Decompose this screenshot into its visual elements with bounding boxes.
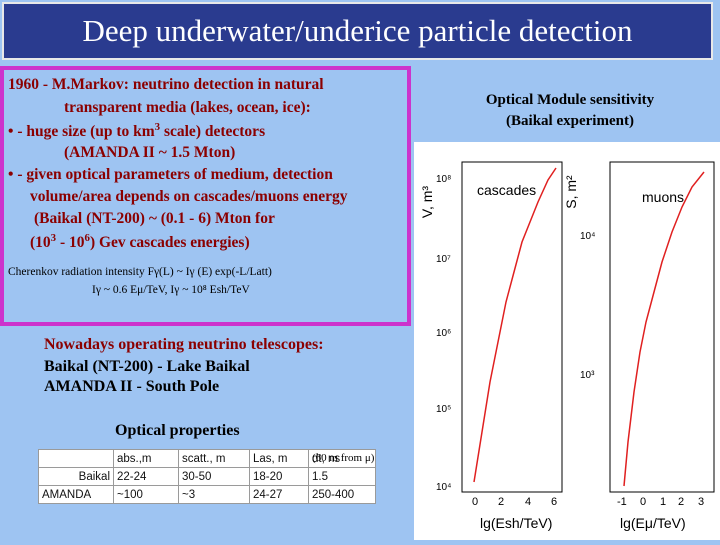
muons-xtick: 2 <box>678 496 684 508</box>
muons-ylabel: S, m² <box>563 175 579 209</box>
cascades-ytick: 10⁴ <box>436 482 451 493</box>
muons-ytick: 10³ <box>580 370 595 381</box>
intro-line-2: transparent media (lakes, ocean, ice): <box>64 99 311 116</box>
cascades-curve <box>473 167 557 483</box>
table-header-cell <box>38 449 114 468</box>
table-cell: 24-27 <box>249 485 309 504</box>
intro-line-8: (103 - 106) Gev cascades energies) <box>30 232 250 252</box>
cascades-plot-frame <box>461 161 563 493</box>
muons-plot-frame <box>609 161 715 493</box>
intro-box: 1960 - M.Markov: neutrino detection in n… <box>0 66 411 326</box>
formula-cherenkov: Cherenkov radiation intensity Fγ(L) ~ Iγ… <box>8 266 272 278</box>
operating-list: Baikal (NT-200) - Lake Baikal AMANDA II … <box>44 357 250 397</box>
cascades-xlabel: lg(Esh/TeV) <box>480 515 552 531</box>
table-header-cell: scatt., m <box>178 449 250 468</box>
muons-ytick: 10⁴ <box>580 231 595 242</box>
muons-xtick: 3 <box>698 496 704 508</box>
muons-xtick: -1 <box>617 496 627 508</box>
cascades-xtick: 4 <box>525 496 531 508</box>
optical-properties-label: Optical properties <box>115 422 240 439</box>
cascades-ytick: 10⁶ <box>436 328 451 339</box>
table-cell: 18-20 <box>249 467 309 486</box>
table-cell: 22-24 <box>113 467 179 486</box>
sensitivity-plots: V, m³ cascades 10⁸ 10⁷ 10⁶ 10⁵ 10⁴ 0 2 4… <box>414 142 720 540</box>
plot-caption: Optical Module sensitivity (Baikal exper… <box>420 90 720 132</box>
optical-note: (60 m from μ) <box>312 452 375 464</box>
intro-line-8-a: (10 <box>30 234 51 252</box>
table-cell: ~3 <box>178 485 250 504</box>
cascades-ytick: 10⁵ <box>436 404 451 415</box>
muons-curve <box>623 171 705 487</box>
intro-line-3-post: scale) detectors <box>160 123 266 141</box>
intro-line-8-e: ) Gev cascades energies) <box>89 234 250 252</box>
table-header-cell: Las, m <box>249 449 309 468</box>
bullet-icon: • <box>8 166 14 183</box>
table-cell: Baikal <box>38 467 114 486</box>
cascades-legend: cascades <box>477 182 536 198</box>
operating-heading: Nowadays operating neutrino telescopes: <box>44 336 324 353</box>
page-title-text: Deep underwater/underice particle detect… <box>82 13 633 48</box>
intro-line-3-text: - huge size (up to km <box>17 123 155 141</box>
intro-line-5-text: - given optical parameters of medium, de… <box>17 166 333 183</box>
intro-line-5: • - given optical parameters of medium, … <box>8 166 333 184</box>
plot-caption-line-1: Optical Module sensitivity <box>485 92 655 108</box>
cascades-xtick: 0 <box>472 496 478 508</box>
cascades-ylabel: V, m³ <box>419 186 435 218</box>
muons-legend: muons <box>642 189 684 205</box>
intro-line-8-d: 6 <box>84 232 90 244</box>
cascades-ytick: 10⁷ <box>436 254 451 265</box>
table-row: Baikal 22-24 30-50 18-20 1.5 <box>38 467 376 486</box>
intro-line-7: (Baikal (NT-200) ~ (0.1 - 6) Mton for <box>34 210 275 227</box>
muons-xtick: 1 <box>660 496 666 508</box>
table-cell: 30-50 <box>178 467 250 486</box>
table-row: AMANDA ~100 ~3 24-27 250-400 <box>38 485 376 504</box>
table-cell: ~100 <box>113 485 179 504</box>
cascades-ytick: 10⁸ <box>436 174 451 185</box>
page-title: Deep underwater/underice particle detect… <box>2 2 713 60</box>
intro-line-3: • - huge size (up to km3 scale) detector… <box>8 121 265 141</box>
cascades-xtick: 6 <box>551 496 557 508</box>
optical-properties-table: abs.,m scatt., m Las, m dt, ns Baikal 22… <box>38 449 376 504</box>
table-cell: 250-400 <box>308 485 376 504</box>
intro-line-8-b: 3 <box>50 232 57 244</box>
operating-item-amanda: AMANDA II - South Pole <box>44 378 220 395</box>
intro-line-1: 1960 - M.Markov: neutrino detection in n… <box>8 76 324 93</box>
operating-item-baikal: Baikal (NT-200) - Lake Baikal <box>44 358 250 375</box>
intro-line-4: (AMANDA II ~ 1.5 Mton) <box>64 144 236 161</box>
formula-intensity: Iγ ~ 0.6 Eμ/TeV, Iγ ~ 10⁸ Esh/TeV <box>92 284 250 296</box>
muons-xlabel: lg(Eμ/TeV) <box>620 515 686 531</box>
bullet-icon: • <box>8 123 14 141</box>
table-cell: AMANDA <box>38 485 114 504</box>
muons-xtick: 0 <box>640 496 646 508</box>
sensitivity-plots-svg: V, m³ cascades 10⁸ 10⁷ 10⁶ 10⁵ 10⁴ 0 2 4… <box>419 161 715 531</box>
table-cell: 1.5 <box>308 467 376 486</box>
intro-line-3-sup: 3 <box>154 121 161 133</box>
plot-caption-line-2: (Baikal experiment) <box>506 113 634 129</box>
cascades-xtick: 2 <box>498 496 504 508</box>
table-header-cell: abs.,m <box>113 449 179 468</box>
intro-line-6: volume/area depends on cascades/muons en… <box>30 188 348 205</box>
intro-line-8-c: - 10 <box>56 234 85 252</box>
